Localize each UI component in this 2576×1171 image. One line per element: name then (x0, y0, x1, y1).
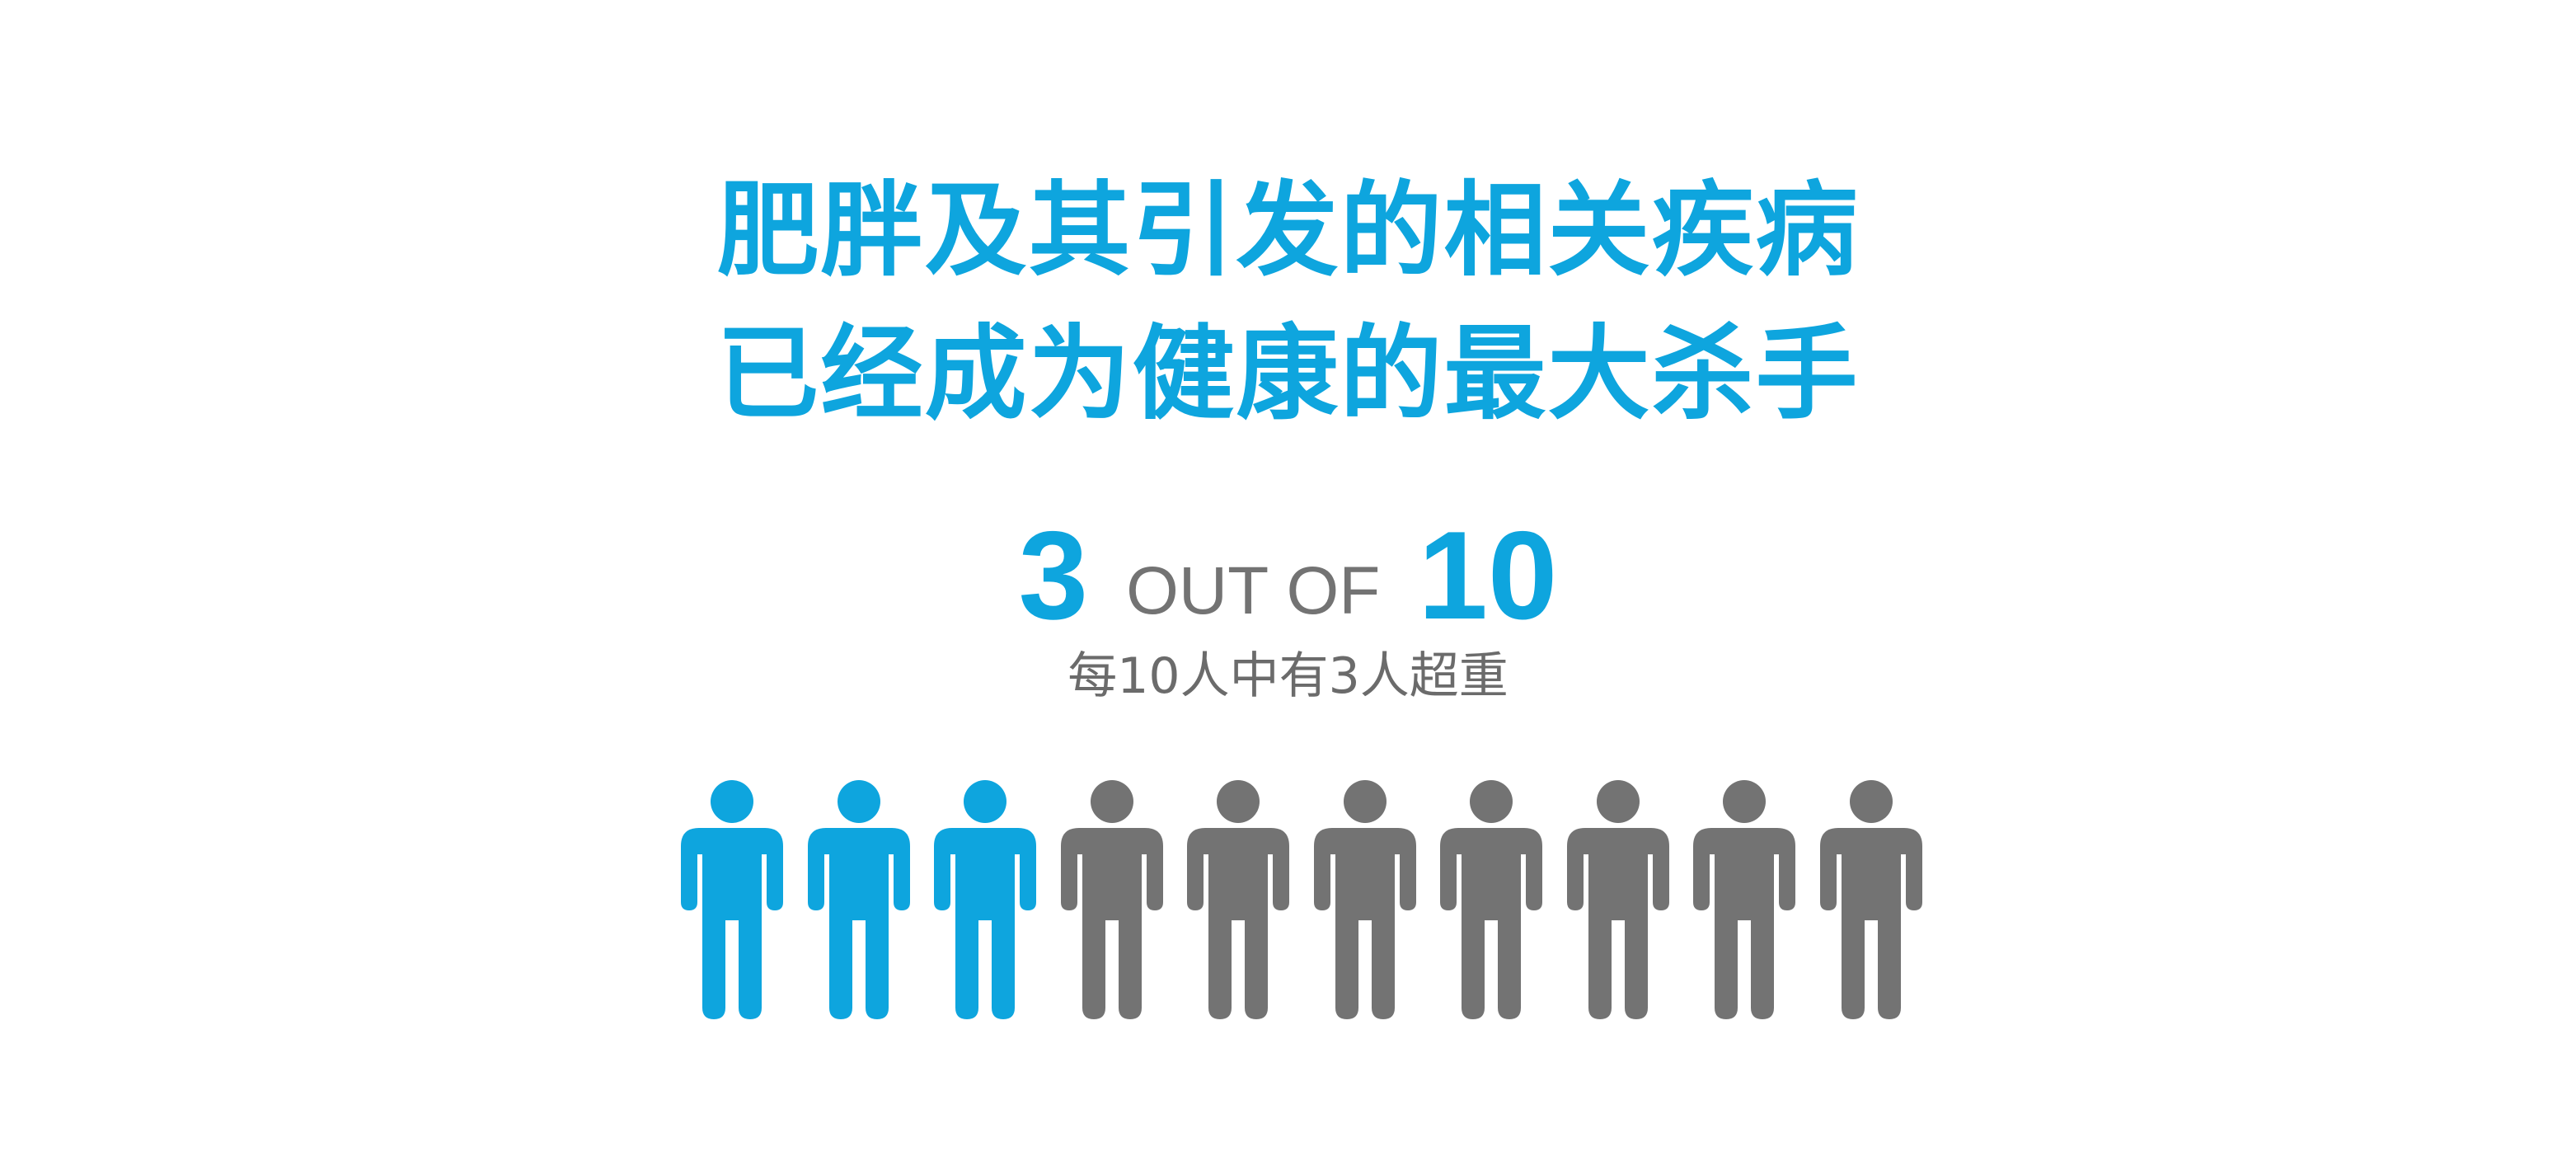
stat-total: 10 (1418, 506, 1558, 646)
headline-line-2: 已经成为健康的最大杀手 (716, 315, 1860, 434)
headline-line-1: 肥胖及其引发的相关疾病 (716, 172, 1860, 290)
stat-ratio: 3 OUT OF 10 (0, 513, 2576, 638)
person-icon (1060, 780, 1163, 1019)
person-icon (807, 780, 910, 1019)
person-icon (681, 780, 783, 1019)
person-icon (1819, 780, 1922, 1019)
person-icon (1440, 780, 1542, 1019)
stat-caption: 每10人中有3人超重 (1067, 647, 1509, 705)
person-icon (934, 780, 1036, 1019)
person-icon (1313, 780, 1416, 1019)
stat-connector: OUT OF (1126, 553, 1381, 628)
people-pictogram (681, 780, 1922, 1028)
person-icon (1566, 780, 1669, 1019)
person-icon (1693, 780, 1795, 1019)
stat-count: 3 (1018, 506, 1089, 646)
person-icon (1187, 780, 1289, 1019)
